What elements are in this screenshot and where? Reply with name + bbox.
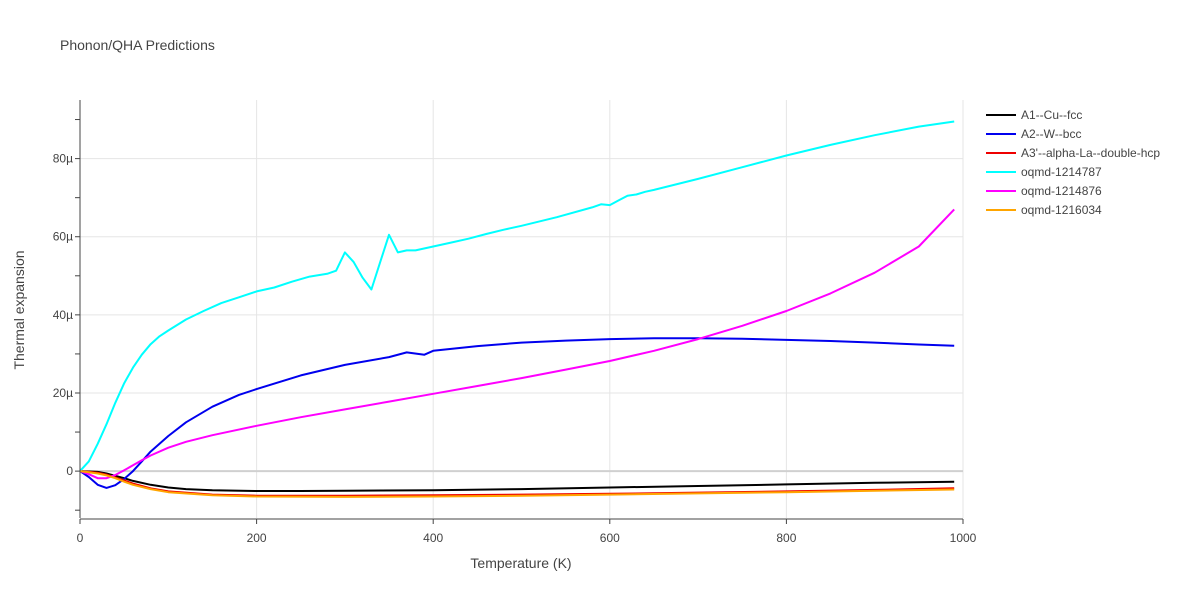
legend-label: A2--W--bcc (1021, 127, 1081, 141)
legend[interactable]: A1--Cu--fcc A2--W--bcc A3'--alpha-La--doub… (986, 108, 1160, 217)
y-tick-label: 0 (66, 464, 73, 478)
chart-title: Phonon/QHA Predictions (60, 37, 215, 53)
y-axis-label: Thermal expansion (11, 250, 27, 369)
legend-item[interactable]: A2--W--bcc (986, 127, 1081, 141)
legend-label: oqmd-1216034 (1021, 203, 1102, 217)
x-axis-label: Temperature (K) (470, 555, 571, 571)
x-tick-label: 600 (600, 531, 620, 545)
legend-label: oqmd-1214876 (1021, 184, 1102, 198)
legend-label: oqmd-1214787 (1021, 165, 1102, 179)
x-tick-labels: 0 200 400 600 800 1000 (77, 531, 977, 545)
legend-label: A1--Cu--fcc (1021, 108, 1082, 122)
legend-item[interactable]: oqmd-1214876 (986, 184, 1102, 198)
legend-item[interactable]: oqmd-1214787 (986, 165, 1102, 179)
x-tick-label: 800 (776, 531, 796, 545)
legend-item[interactable]: A1--Cu--fcc (986, 108, 1082, 122)
y-tick-label: 40µ (53, 308, 73, 322)
grid-lines (80, 100, 964, 518)
series-line[interactable] (79, 337, 955, 489)
y-tick-label: 20µ (53, 386, 73, 400)
y-tick-label: 60µ (53, 230, 73, 244)
series-line[interactable] (79, 208, 955, 480)
x-tick-label: 400 (423, 531, 443, 545)
series-line[interactable] (79, 470, 955, 492)
series-lines (79, 120, 955, 498)
legend-item[interactable]: oqmd-1216034 (986, 203, 1102, 217)
axes (75, 100, 964, 524)
x-tick-label: 1000 (950, 531, 977, 545)
x-tick-label: 0 (77, 531, 84, 545)
y-tick-labels: 0 20µ 40µ 60µ 80µ (53, 152, 74, 479)
legend-item[interactable]: A3'--alpha-La--double-hcp (986, 146, 1160, 160)
legend-label: A3'--alpha-La--double-hcp (1021, 146, 1160, 160)
series-line[interactable] (79, 470, 955, 498)
y-tick-label: 80µ (53, 152, 73, 166)
x-tick-label: 200 (247, 531, 267, 545)
series-line[interactable] (79, 120, 955, 472)
